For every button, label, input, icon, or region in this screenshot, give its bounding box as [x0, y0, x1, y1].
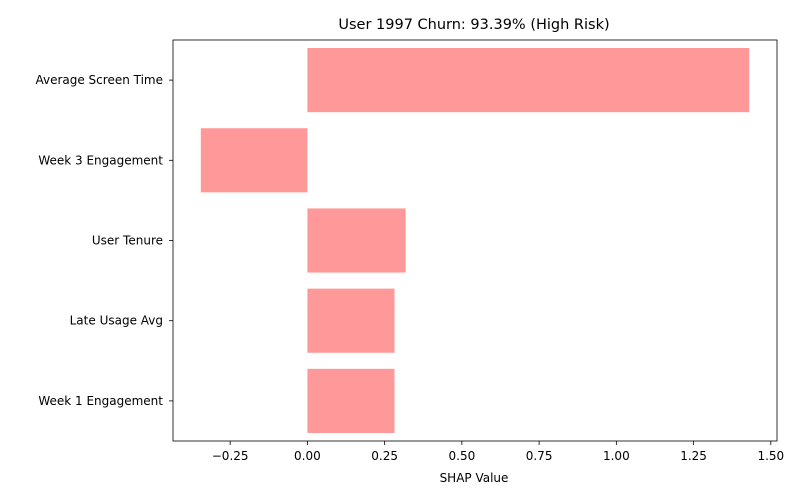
y-tick-label: Week 1 Engagement: [38, 394, 163, 408]
y-tick-label: Average Screen Time: [35, 73, 163, 87]
x-tick-label: 0.50: [449, 449, 476, 463]
bar-average-screen-time: [307, 48, 750, 113]
bar-week-1-engagement: [307, 368, 395, 433]
x-tick-label: 1.50: [757, 449, 784, 463]
y-tick-label: Late Usage Avg: [70, 314, 163, 328]
bar-week-3-engagement: [200, 128, 308, 193]
x-tick-label: 0.75: [526, 449, 553, 463]
ticks-layer: Average Screen Time Week 3 Engagement User…: [35, 73, 784, 463]
x-tick-label: 1.00: [603, 449, 630, 463]
x-tick-label: 1.25: [680, 449, 707, 463]
bar-late-usage-avg: [307, 288, 395, 353]
x-tick-label: 0.00: [294, 449, 321, 463]
chart-title: User 1997 Churn: 93.39% (High Risk): [338, 17, 609, 33]
bars-layer: [200, 48, 750, 433]
bar-user-tenure: [307, 208, 406, 273]
y-tick-label: Week 3 Engagement: [38, 153, 163, 167]
x-tick-label: −0.25: [212, 449, 249, 463]
y-tick-label: User Tenure: [92, 234, 163, 248]
x-axis-label: SHAP Value: [440, 471, 509, 485]
x-tick-label: 0.25: [371, 449, 398, 463]
